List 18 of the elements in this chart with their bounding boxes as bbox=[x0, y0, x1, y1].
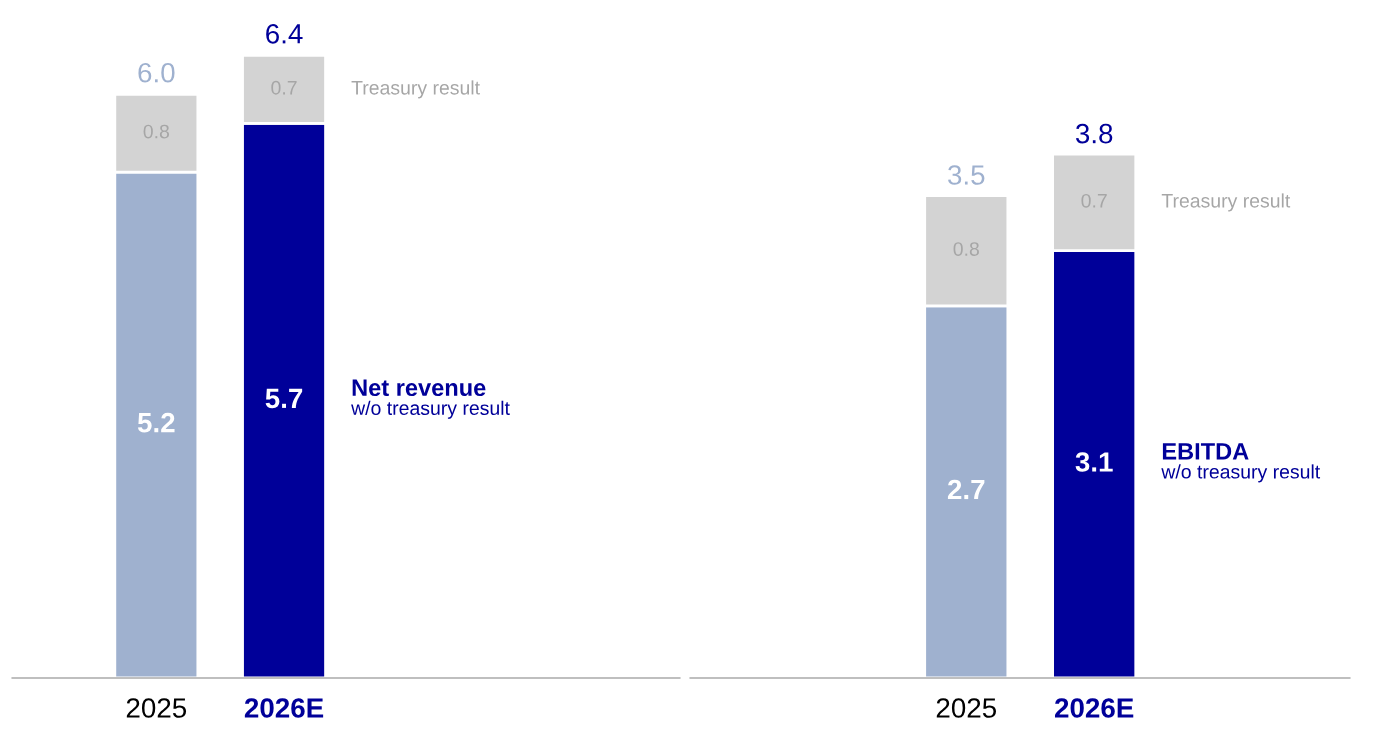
total-label: 3.5 bbox=[948, 165, 985, 185]
total-label: 3.8 bbox=[1075, 123, 1113, 144]
x-tick-label: 2025 bbox=[126, 698, 187, 718]
series-label: EBITDA bbox=[1162, 443, 1249, 460]
series-label: Treasury result bbox=[1161, 193, 1291, 212]
x-tick-label: 2026E bbox=[244, 698, 324, 718]
data-label: 2.7 bbox=[947, 479, 985, 500]
data-label: 3.1 bbox=[1075, 452, 1113, 472]
text: w/o treasury result bbox=[351, 400, 510, 419]
series-label: Treasury result bbox=[351, 80, 480, 99]
total-label: 6.4 bbox=[266, 23, 303, 44]
data-label: 5.7 bbox=[265, 388, 303, 409]
data-label: 5.2 bbox=[137, 412, 175, 433]
text: w/o treasury result bbox=[1161, 464, 1321, 483]
series-label: Net revenue bbox=[352, 379, 486, 397]
total-label: 6.0 bbox=[138, 62, 175, 83]
x-tick-label: 2025 bbox=[936, 698, 997, 718]
x-tick-label: 2026E bbox=[1054, 698, 1134, 718]
